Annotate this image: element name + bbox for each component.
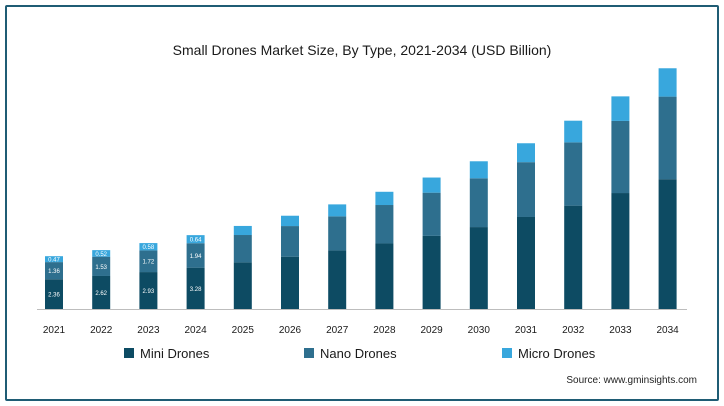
data-label: 3.28 <box>190 287 202 293</box>
x-tick-label: 2025 <box>232 325 255 336</box>
data-label: 1.72 <box>143 260 155 266</box>
data-label: 0.52 <box>95 252 107 258</box>
data-label: 1.36 <box>48 269 60 275</box>
data-label: 0.64 <box>190 238 202 244</box>
bar-2034-micro-drones <box>658 68 677 97</box>
bar-2030-nano-drones <box>469 178 488 228</box>
source-note: Source: www.gminsights.com <box>566 375 697 386</box>
bar-2026-micro-drones <box>281 215 299 227</box>
legend-swatch-micro-drones <box>502 348 512 358</box>
bar-2029-nano-drones <box>422 192 441 236</box>
data-label: 2.62 <box>95 291 107 297</box>
x-tick-label: 2029 <box>420 325 443 336</box>
bar-2032-nano-drones <box>564 142 583 206</box>
bar-2025-nano-drones <box>233 235 252 263</box>
bar-2030-micro-drones <box>469 161 488 179</box>
bar-2033-nano-drones <box>611 120 630 194</box>
bar-2034-mini-drones <box>658 179 677 309</box>
stacked-bar-chart: Small Drones Market Size, By Type, 2021-… <box>37 42 687 361</box>
x-tick-label: 2021 <box>43 325 66 336</box>
x-tick-label: 2030 <box>468 325 491 336</box>
x-tick-label: 2031 <box>515 325 538 336</box>
bar-2028-mini-drones <box>375 243 394 309</box>
bar-2029-micro-drones <box>422 177 441 193</box>
data-label: 1.94 <box>190 254 202 260</box>
data-label: 2.36 <box>48 293 60 299</box>
bar-2033-mini-drones <box>611 193 630 309</box>
bar-2021-mini-drones <box>45 279 63 309</box>
bar-2022-mini-drones <box>92 275 111 309</box>
data-label: 0.47 <box>48 258 60 264</box>
bar-2028-micro-drones <box>375 191 394 206</box>
chart-frame: Small Drones Market Size, By Type, 2021-… <box>5 5 719 401</box>
bar-2031-micro-drones <box>517 143 535 163</box>
x-tick-label: 2028 <box>373 325 396 336</box>
legend-label-nano-drones: Nano Drones <box>320 346 397 361</box>
bar-2024-micro-drones <box>186 235 205 244</box>
x-tick-label: 2026 <box>279 325 302 336</box>
bar-2034-nano-drones <box>658 96 677 180</box>
x-tick-label: 2032 <box>562 325 585 336</box>
bar-2030-mini-drones <box>469 227 488 309</box>
bar-2029-mini-drones <box>422 235 441 309</box>
bar-2026-mini-drones <box>281 256 299 309</box>
bar-2025-mini-drones <box>233 262 252 309</box>
bar-2027-micro-drones <box>328 204 347 217</box>
data-label: 0.58 <box>143 245 155 251</box>
bar-2032-micro-drones <box>564 120 583 143</box>
bar-2023-mini-drones <box>139 272 158 309</box>
data-label: 2.93 <box>143 289 155 295</box>
x-tick-label: 2033 <box>609 325 632 336</box>
bar-2025-micro-drones <box>233 225 252 236</box>
bar-2022-micro-drones <box>92 250 111 257</box>
bar-2024-nano-drones <box>186 243 205 268</box>
bar-2022-nano-drones <box>92 256 111 276</box>
bar-2031-nano-drones <box>517 162 535 217</box>
bar-2024-mini-drones <box>186 267 205 309</box>
bar-2031-mini-drones <box>517 216 535 309</box>
bar-2023-nano-drones <box>139 250 158 273</box>
x-tick-label: 2024 <box>184 325 207 336</box>
bar-2023-micro-drones <box>139 243 158 251</box>
bar-2028-nano-drones <box>375 205 394 244</box>
bar-2032-mini-drones <box>564 205 583 309</box>
legend-swatch-mini-drones <box>124 348 134 358</box>
data-label: 1.53 <box>95 265 107 271</box>
bar-2033-micro-drones <box>611 96 630 121</box>
bar-2021-micro-drones <box>45 256 63 263</box>
x-tick-label: 2023 <box>137 325 160 336</box>
bar-2021-nano-drones <box>45 262 63 280</box>
bar-2027-nano-drones <box>328 216 347 251</box>
legend-swatch-nano-drones <box>304 348 314 358</box>
bar-2027-mini-drones <box>328 250 347 309</box>
chart-title: Small Drones Market Size, By Type, 2021-… <box>173 42 552 58</box>
x-tick-label: 2027 <box>326 325 349 336</box>
legend-label-mini-drones: Mini Drones <box>140 346 210 361</box>
legend-label-micro-drones: Micro Drones <box>518 346 596 361</box>
x-tick-label: 2034 <box>656 325 679 336</box>
x-tick-label: 2022 <box>90 325 113 336</box>
bar-2026-nano-drones <box>281 226 299 257</box>
